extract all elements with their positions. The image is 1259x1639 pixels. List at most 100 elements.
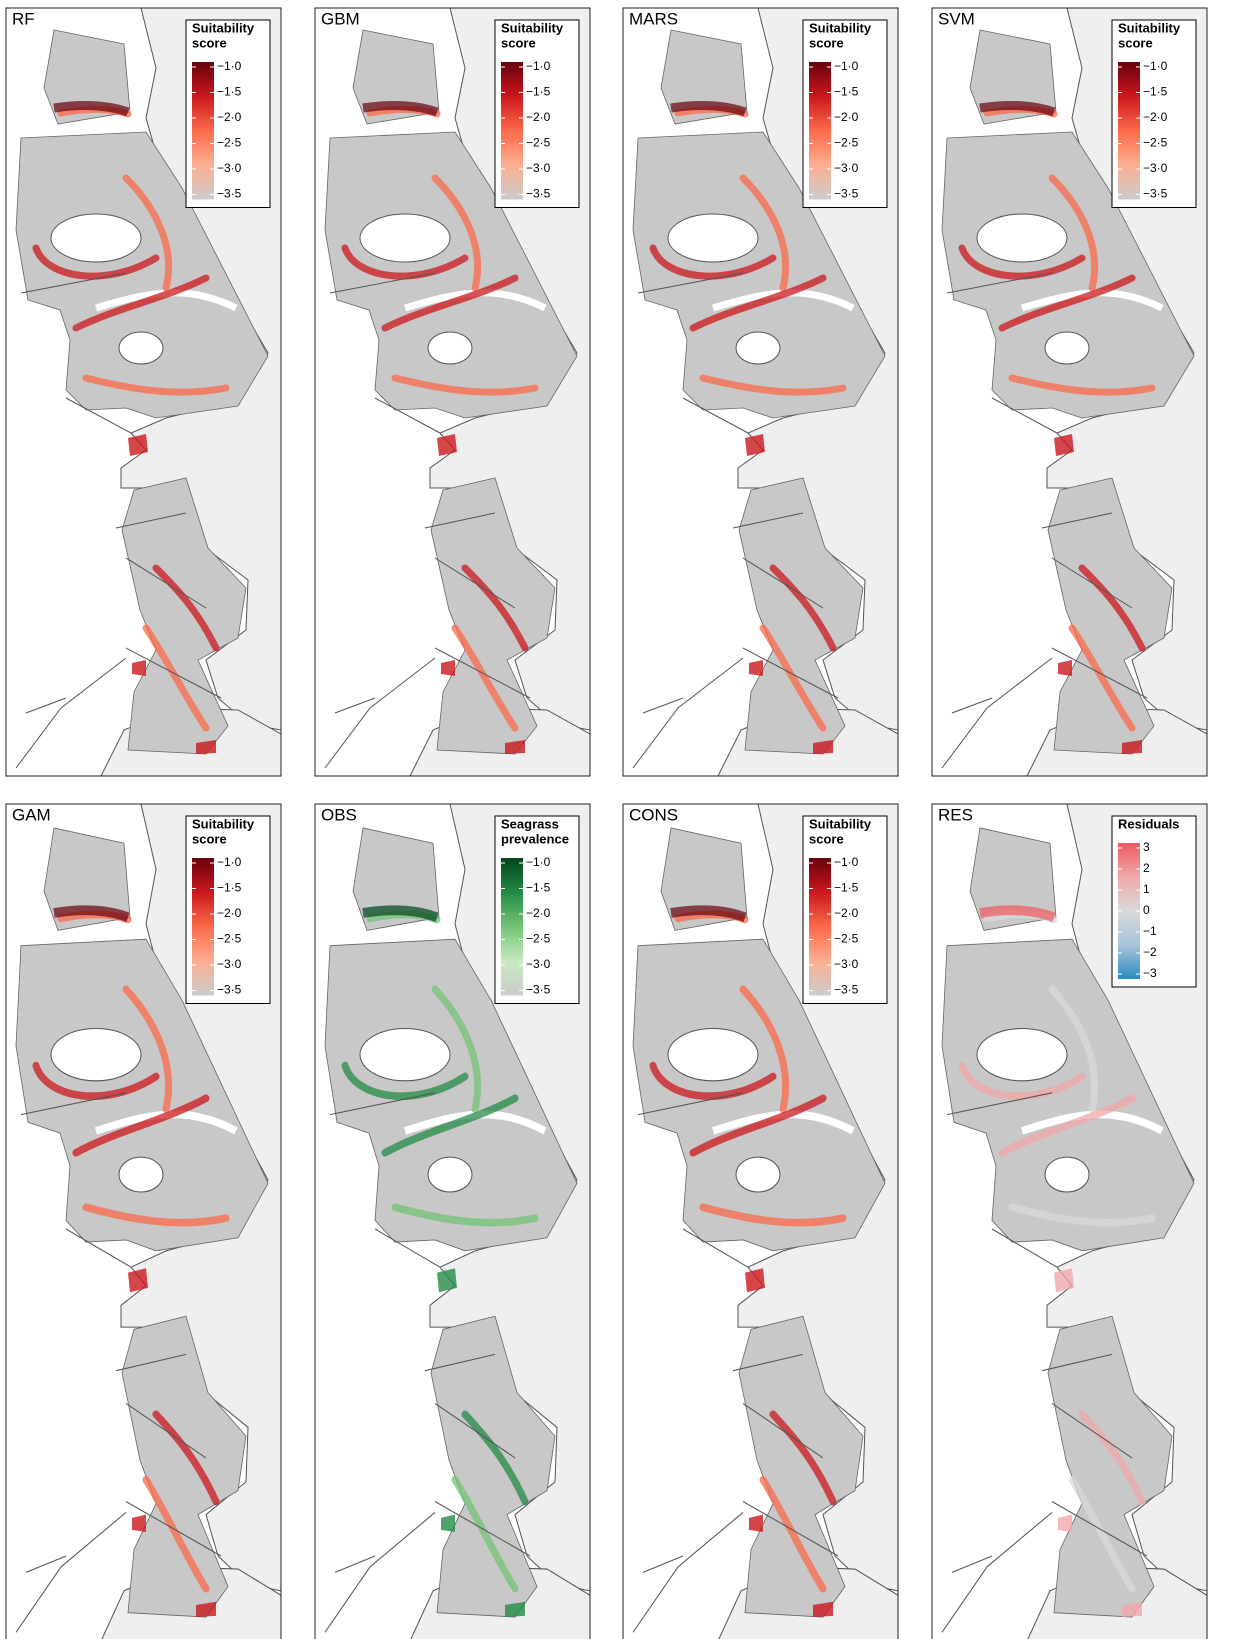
legend-title: Suitability [809,20,872,35]
panel-label: MARS [629,9,678,28]
colorbar-tick-label: −3·5 [834,983,859,997]
colorbar-tick-label: −1·5 [1143,85,1168,99]
map [632,8,898,776]
panel-label: SVM [938,9,975,28]
legend-title: prevalence [501,831,569,846]
colorbar-tick-label: −3·0 [526,161,551,175]
score-area [32,1061,160,1100]
score-area [451,1475,519,1593]
score-area [759,624,827,732]
score-area [196,1601,216,1618]
boundary [15,272,222,769]
score-area [745,434,765,456]
score-area [1054,434,1074,456]
colorbar-tick-label: −3·0 [1143,161,1168,175]
score-area [958,244,1086,280]
colorbar [809,858,831,996]
colorbar-tick-label: −1·5 [526,881,551,895]
panel-border [5,803,282,1639]
score-area [689,274,827,332]
score-area [813,1601,833,1618]
sea-grid [430,1315,556,1618]
colorbar [1118,62,1140,200]
score-area [1122,740,1142,754]
score-area [122,985,173,1113]
tidal-flat-hole [50,1027,142,1082]
score-area [437,434,457,456]
score-area [505,1601,525,1618]
sea-grid [121,1315,247,1618]
score-area [1078,564,1146,652]
colorbar [501,62,523,200]
legend-title: score [192,831,227,846]
sea-grid [941,131,1195,419]
colorbar-tick-label: −2·0 [834,906,859,920]
panel-border [622,803,899,1639]
tidal-flat-hole [735,1156,781,1193]
legend-title: Seagrass [501,816,559,831]
colorbar-tick-label: 2 [1143,861,1150,875]
colorbar-tick-label: −3·5 [1143,187,1168,201]
colorbar-tick-label: −1·0 [526,855,551,869]
score-area [749,1514,763,1533]
score-area [699,374,847,396]
panel-border [931,7,1208,777]
score-area [142,624,210,732]
legend-title: Suitability [1118,20,1181,35]
score-area [152,564,220,652]
panel-border [622,7,899,777]
score-area [53,905,130,923]
colorbar-tick-label: −1·5 [834,881,859,895]
sea-grid [660,827,748,931]
colorbar [192,858,214,996]
colorbar-tick-label: 3 [1143,840,1150,854]
colorbar-tick-label: −2 [1143,945,1157,959]
score-area [1048,985,1099,1113]
map-body [632,8,898,776]
score-area [1058,660,1072,676]
panel-label: OBS [321,805,357,824]
score-area [689,1094,827,1157]
colorbar-tick-label: −3·5 [217,187,242,201]
colorbar-tick-label: −2·0 [526,110,551,124]
panel-label: RES [938,805,973,824]
colorbar [1118,843,1140,979]
tidal-flat-hole [118,331,164,365]
legend: Residuals 3 2 1 0 −1 −2 −3 [1111,815,1197,988]
colorbar-tick-label: −3·0 [217,161,242,175]
sea-grid [1047,477,1173,755]
colorbar-tick-label: 1 [1143,882,1150,896]
score-area [431,985,482,1113]
score-area [1054,1268,1074,1293]
score-area [998,274,1136,332]
colorbar-tick-label: −3·5 [526,187,551,201]
legend-title: score [1118,35,1153,50]
score-area [381,274,519,332]
sea-grid [969,29,1057,125]
map [941,804,1207,1639]
colorbar-tick-label: −1·5 [526,85,551,99]
score-area [1008,374,1156,396]
score-area [431,174,482,292]
colorbar-tick-label: −1·0 [834,59,859,73]
legend-title: score [809,831,844,846]
tidal-flat-hole [427,331,473,365]
colorbar-tick-label: −2·5 [217,932,242,946]
score-area [461,564,529,652]
score-area [1048,174,1099,292]
sea-grid [121,477,247,755]
score-area [739,985,790,1113]
score-area [739,174,790,292]
colorbar-tick-label: 0 [1143,903,1150,917]
sea-grid [632,131,886,419]
colorbar-tick-label: −1·0 [526,59,551,73]
score-area [82,374,230,396]
score-area [142,1475,210,1593]
score-area [82,1203,230,1227]
